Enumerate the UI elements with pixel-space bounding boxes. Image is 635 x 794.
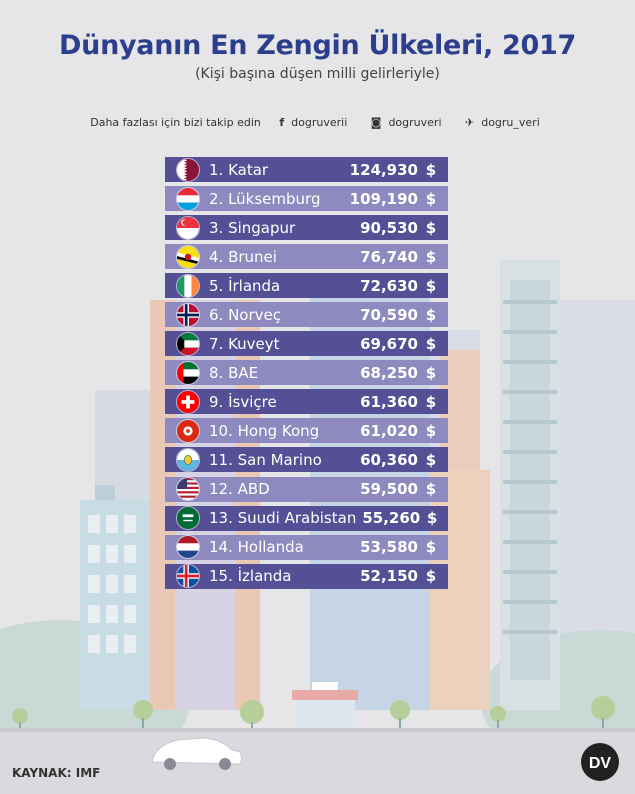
country-label: 9. İsviçre: [209, 392, 277, 411]
currency-symbol: $: [425, 480, 437, 499]
ranking-row: 4. Brunei 76,740 $: [165, 244, 448, 270]
country-label: 6. Norveç: [209, 305, 281, 324]
source-label: KAYNAK: IMF: [12, 766, 101, 780]
country-label: 3. Singapur: [209, 218, 296, 237]
uae-flag-icon: [176, 360, 200, 385]
qatar-flag-icon: [176, 157, 200, 182]
ranking-row: 10. Hong Kong 61,020 $: [165, 418, 448, 444]
currency-symbol: $: [426, 509, 438, 528]
facebook-handle: dogruverii: [291, 116, 348, 129]
ranking-row: 1. Katar 124,930 $: [165, 157, 448, 182]
twitter-icon: ✈: [465, 116, 475, 129]
twitter-link[interactable]: ✈ dogru_veri: [460, 116, 545, 129]
income-value: 59,500: [360, 480, 418, 499]
ranking-row: 7. Kuveyt 69,670 $: [165, 331, 448, 357]
country-label: 11. San Marino: [209, 450, 322, 469]
currency-symbol: $: [425, 334, 437, 353]
currency-symbol: $: [425, 567, 437, 586]
country-label: 5. İrlanda: [209, 276, 281, 295]
income-value: 70,590: [360, 305, 418, 324]
brunei-flag-icon: [176, 244, 200, 269]
ranking-row: 3. Singapur 90,530 $: [165, 215, 448, 241]
facebook-link[interactable]: f dogruverii: [274, 116, 352, 129]
saudi-flag-icon: [176, 506, 200, 531]
income-value: 72,630: [360, 276, 418, 295]
ranking-row: 6. Norveç 70,590 $: [165, 302, 448, 328]
switzerland-flag-icon: [176, 389, 200, 414]
country-label: 2. Lüksemburg: [209, 189, 321, 208]
country-label: 8. BAE: [209, 363, 259, 382]
instagram-link[interactable]: ◙ dogruveri: [366, 116, 447, 129]
income-value: 68,250: [360, 363, 418, 382]
ranking-row: 11. San Marino 60,360 $: [165, 447, 448, 473]
usa-flag-icon: [176, 477, 200, 502]
page-title: Dünyanın En Zengin Ülkeleri, 2017: [59, 30, 576, 61]
currency-symbol: $: [425, 160, 437, 179]
kuwait-flag-icon: [176, 331, 200, 356]
currency-symbol: $: [425, 421, 437, 440]
currency-symbol: $: [425, 450, 437, 469]
country-label: 12. ABD: [209, 480, 270, 499]
facebook-icon: f: [279, 116, 285, 129]
income-value: 55,260: [362, 509, 421, 528]
ranking-row: 15. İzlanda 52,150 $: [165, 563, 448, 589]
svg-text:DV: DV: [589, 755, 612, 772]
country-label: 13. Suudi Arabistan: [209, 509, 357, 528]
income-value: 109,190: [349, 189, 418, 208]
country-label: 7. Kuveyt: [209, 334, 280, 353]
currency-symbol: $: [425, 218, 437, 237]
dv-logo: DV: [581, 743, 619, 781]
norway-flag-icon: [176, 302, 200, 327]
country-label: 1. Katar: [209, 160, 269, 179]
currency-symbol: $: [425, 247, 437, 266]
luxembourg-flag-icon: [176, 186, 200, 211]
sanmarino-flag-icon: [176, 447, 200, 472]
ranking-row: 12. ABD 59,500 $: [165, 476, 448, 502]
ranking-list: 1. Katar 124,930 $2. Lüksemburg 109,190 $3. …: [165, 157, 448, 593]
ranking-row: 2. Lüksemburg 109,190 $: [165, 186, 448, 212]
instagram-icon: ◙: [370, 116, 382, 129]
income-value: 52,150: [360, 567, 418, 586]
hongkong-flag-icon: [176, 418, 200, 443]
income-value: 90,530: [360, 218, 418, 237]
country-label: 4. Brunei: [209, 247, 277, 266]
income-value: 69,670: [360, 334, 418, 353]
netherlands-flag-icon: [176, 535, 200, 560]
income-value: 76,740: [360, 247, 418, 266]
ranking-row: 5. İrlanda 72,630 $: [165, 273, 448, 299]
currency-symbol: $: [425, 538, 437, 557]
currency-symbol: $: [425, 305, 437, 324]
currency-symbol: $: [425, 276, 437, 295]
page-subtitle: (Kişi başına düşen milli gelirleriyle): [195, 66, 440, 82]
ranking-row: 14. Hollanda 53,580 $: [165, 534, 448, 560]
ranking-row: 8. BAE 68,250 $: [165, 360, 448, 386]
currency-symbol: $: [425, 363, 437, 382]
twitter-handle: dogru_veri: [481, 116, 540, 129]
income-value: 53,580: [360, 538, 418, 557]
currency-symbol: $: [425, 189, 437, 208]
ireland-flag-icon: [176, 273, 200, 298]
currency-symbol: $: [425, 392, 437, 411]
income-value: 61,360: [360, 392, 418, 411]
iceland-flag-icon: [176, 564, 200, 589]
instagram-handle: dogruveri: [388, 116, 442, 129]
singapore-flag-icon: [176, 215, 200, 240]
social-links: Daha fazlası için bizi takip edin f dogru…: [0, 116, 635, 129]
ranking-row: 13. Suudi Arabistan 55,260 $: [165, 505, 448, 531]
income-value: 60,360: [360, 450, 418, 469]
income-value: 124,930: [349, 160, 418, 179]
follow-prompt: Daha fazlası için bizi takip edin: [90, 116, 261, 129]
ranking-row: 9. İsviçre 61,360 $: [165, 389, 448, 415]
income-value: 61,020: [360, 421, 418, 440]
country-label: 10. Hong Kong: [209, 421, 320, 440]
country-label: 15. İzlanda: [209, 567, 292, 586]
country-label: 14. Hollanda: [209, 538, 304, 557]
